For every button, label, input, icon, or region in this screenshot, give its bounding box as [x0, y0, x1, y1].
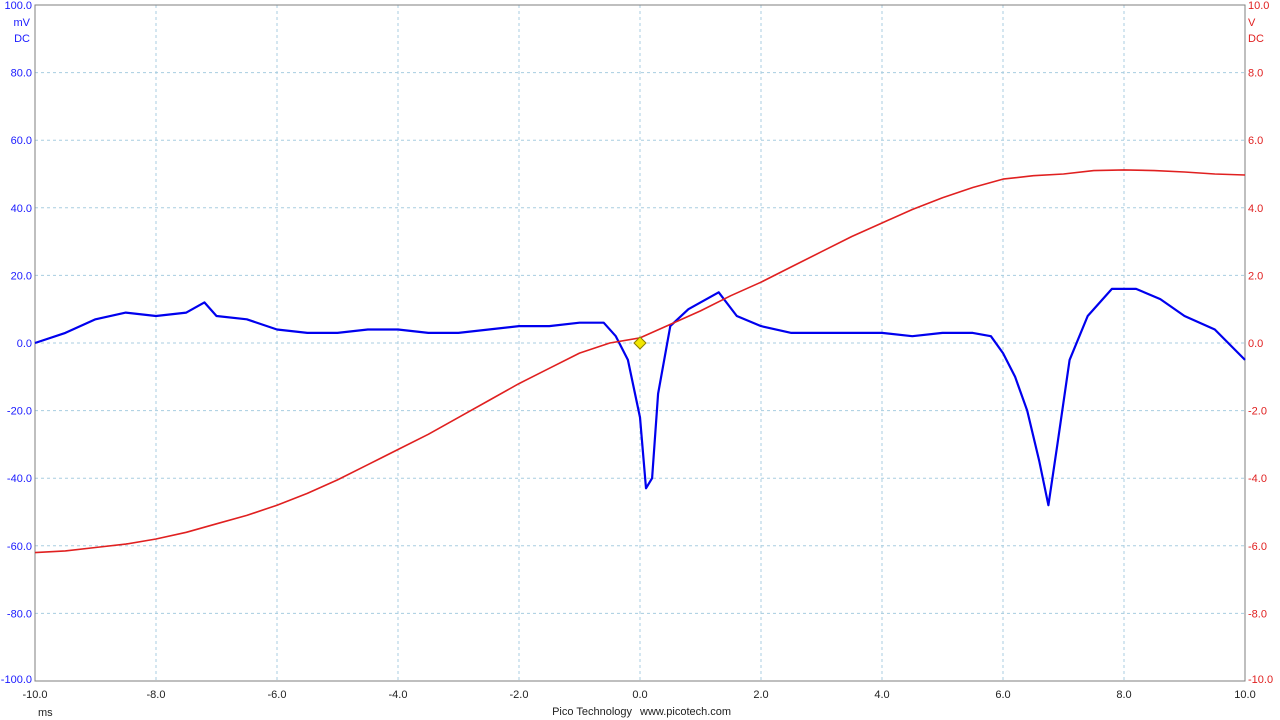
footer-company: Pico Technology: [552, 706, 632, 718]
right-tick-label: 0.0: [1248, 338, 1263, 350]
right-axis-labels: 10.0 8.0 6.0 4.0 2.0 0.0 -2.0 -4.0 -6.0 -8.0 -10.0: [1248, 0, 1273, 686]
x-tick-label: -2.0: [510, 689, 529, 701]
left-tick-label: 80.0: [11, 68, 32, 80]
left-tick-label: 20.0: [11, 270, 32, 282]
x-tick-label: 4.0: [874, 689, 889, 701]
right-axis-coupling: DC: [1248, 33, 1264, 45]
footer-website: www.picotech.com: [639, 706, 731, 718]
x-tick-label: 2.0: [753, 689, 768, 701]
series-layer: [34, 169, 1246, 554]
x-tick-label: -6.0: [268, 689, 287, 701]
right-tick-label: -8.0: [1248, 608, 1267, 620]
right-tick-label: -10.0: [1248, 674, 1273, 686]
x-axis-unit: ms: [38, 707, 53, 719]
left-tick-label: 100.0: [4, 0, 32, 12]
left-tick-label: 0.0: [17, 338, 32, 350]
left-tick-label: -40.0: [7, 473, 32, 485]
x-tick-label: 0.0: [632, 689, 647, 701]
right-tick-label: 6.0: [1248, 135, 1263, 147]
right-tick-label: -2.0: [1248, 406, 1267, 418]
right-axis-unit: V: [1248, 17, 1256, 29]
right-tick-label: 8.0: [1248, 68, 1263, 80]
x-tick-label: -8.0: [147, 689, 166, 701]
x-tick-label: -10.0: [22, 689, 47, 701]
x-tick-label: 8.0: [1116, 689, 1131, 701]
left-tick-label: -20.0: [7, 406, 32, 418]
left-tick-label: -60.0: [7, 541, 32, 553]
left-tick-label: 40.0: [11, 203, 32, 215]
right-tick-label: 10.0: [1248, 0, 1269, 12]
x-tick-label: -4.0: [389, 689, 408, 701]
x-tick-label: 6.0: [995, 689, 1010, 701]
right-tick-label: -4.0: [1248, 473, 1267, 485]
right-tick-label: -6.0: [1248, 541, 1267, 553]
left-tick-label: -100.0: [1, 674, 32, 686]
left-axis-labels: 100.0 80.0 60.0 40.0 20.0 0.0 -20.0 -40.0 -60.0 -…: [1, 0, 32, 686]
left-axis-unit: mV: [14, 17, 31, 29]
trigger-marker[interactable]: [633, 336, 647, 350]
x-axis-labels: -10.0 -8.0 -6.0 -4.0 -2.0 0.0 2.0 4.0 6.0 8.0 10.0: [22, 689, 1255, 701]
left-tick-label: -80.0: [7, 608, 32, 620]
left-tick-label: 60.0: [11, 135, 32, 147]
x-tick-label: 10.0: [1234, 689, 1255, 701]
right-tick-label: 2.0: [1248, 270, 1263, 282]
left-axis-coupling: DC: [14, 33, 30, 45]
series-line-left-axis: [34, 287, 1246, 507]
right-tick-label: 4.0: [1248, 203, 1263, 215]
